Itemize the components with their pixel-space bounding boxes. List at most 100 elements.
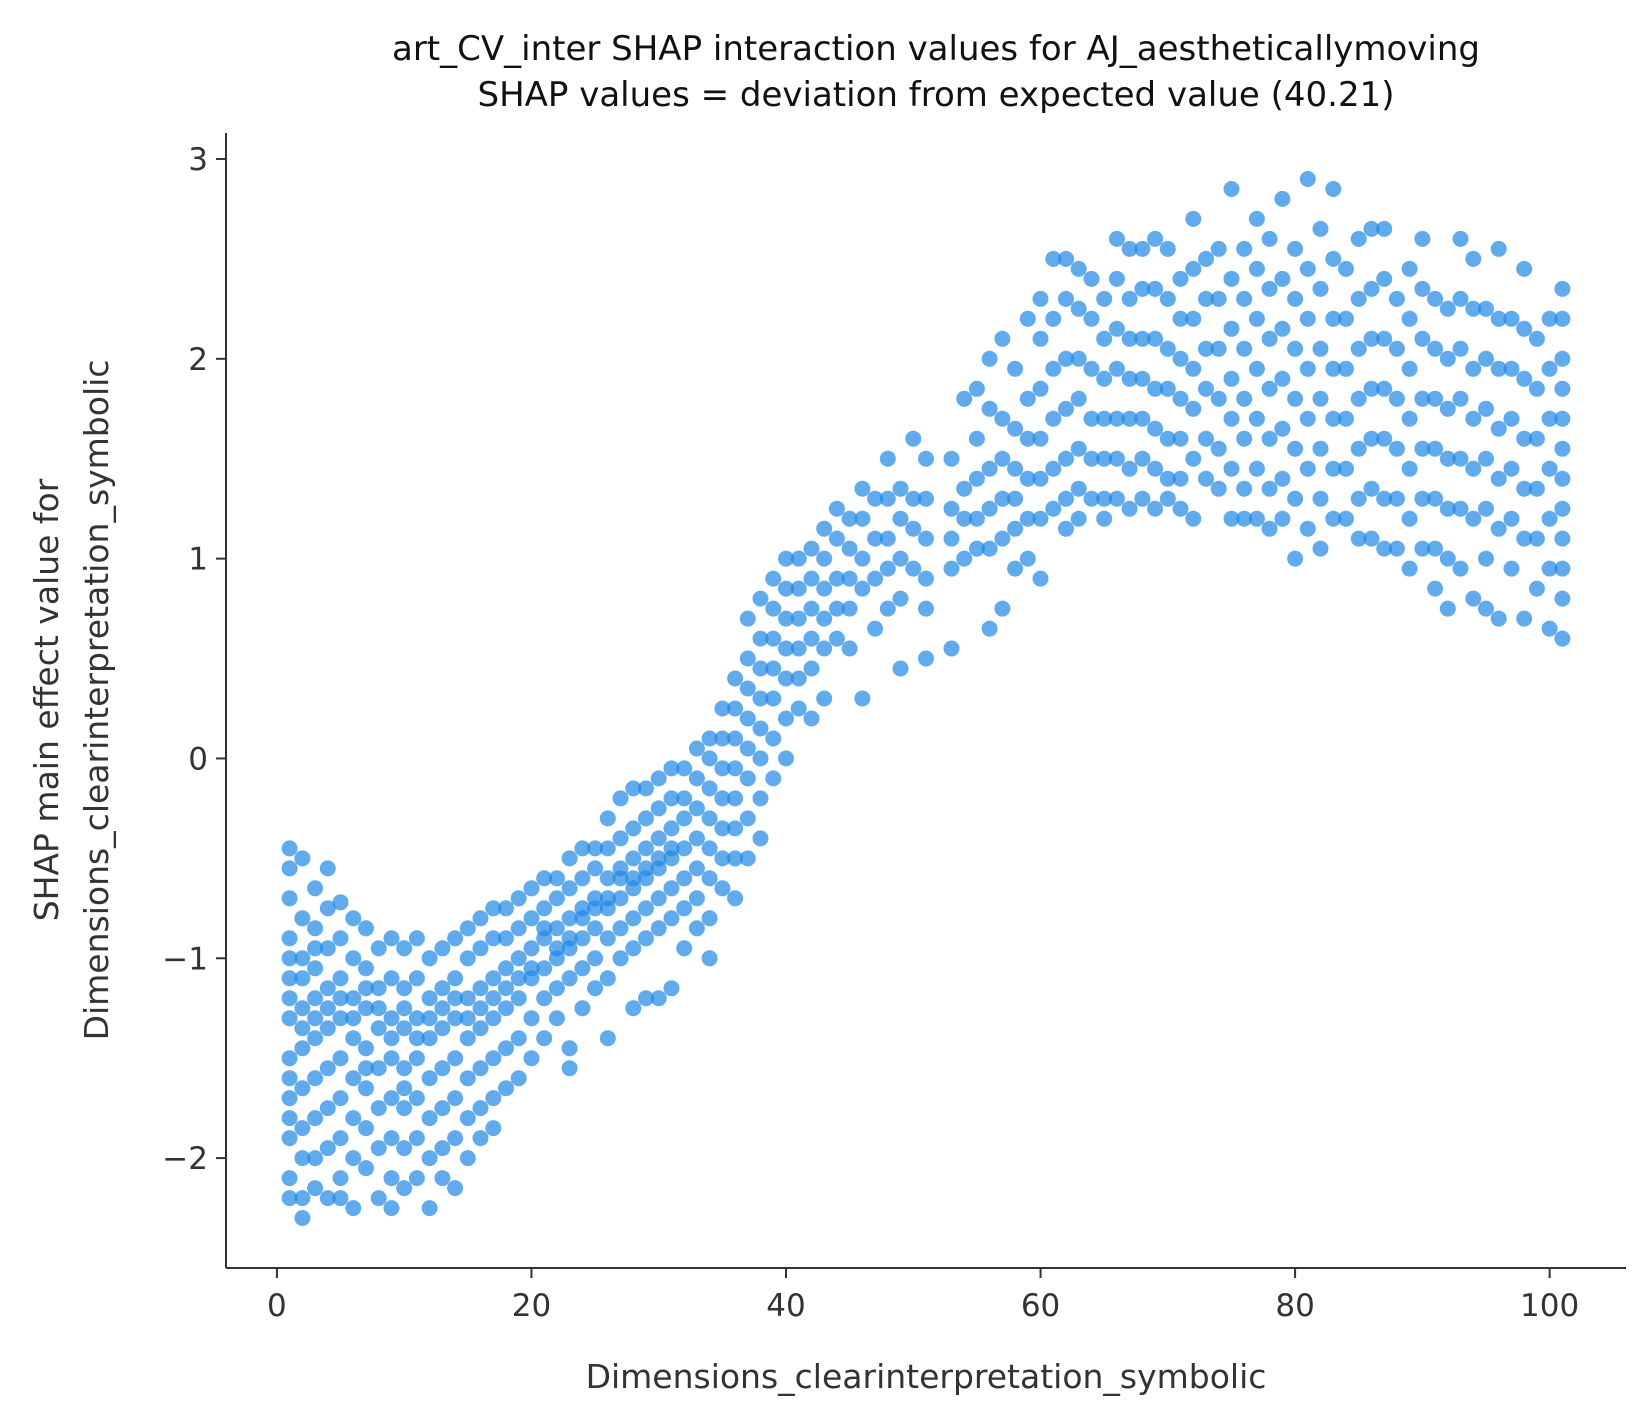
scatter-point xyxy=(956,510,973,527)
scatter-point xyxy=(1503,310,1520,327)
scatter-point xyxy=(1363,220,1380,237)
scatter-point xyxy=(498,980,514,997)
scatter-point xyxy=(918,450,934,467)
scatter-point xyxy=(408,1170,425,1187)
scatter-point xyxy=(1325,250,1342,267)
scatter-point xyxy=(638,930,654,947)
scatter-point xyxy=(421,1150,438,1167)
y-axis-ticks: −2 −1 0 1 2 3 xyxy=(162,142,226,1177)
scatter-point xyxy=(650,770,667,787)
scatter-point xyxy=(1338,260,1354,277)
scatter-point xyxy=(294,1210,311,1226)
scatter-point xyxy=(345,1010,362,1027)
scatter-point xyxy=(1363,430,1380,447)
scatter-point xyxy=(421,1030,438,1047)
scatter-point xyxy=(1096,450,1113,467)
scatter-point xyxy=(447,1050,464,1067)
scatter-point xyxy=(459,920,476,937)
scatter-point xyxy=(1261,430,1278,447)
scatter-point xyxy=(1019,390,1036,407)
scatter-point xyxy=(1388,540,1405,557)
scatter-point xyxy=(1274,470,1291,487)
scatter-point xyxy=(727,670,744,687)
scatter-point xyxy=(612,950,629,967)
scatter-point xyxy=(943,560,960,577)
scatter-point xyxy=(1554,500,1571,517)
scatter-point xyxy=(676,810,693,827)
scatter-point xyxy=(1134,280,1151,297)
scatter-point xyxy=(1376,430,1393,447)
scatter-point xyxy=(421,1200,438,1217)
scatter-point xyxy=(1058,350,1074,367)
scatter-point xyxy=(281,930,298,947)
scatter-point xyxy=(383,1010,400,1027)
scatter-point xyxy=(739,710,756,727)
scatter-point xyxy=(663,760,680,777)
scatter-point xyxy=(1045,310,1062,327)
chart-title-line-1: art_CV_inter SHAP interaction values for… xyxy=(392,29,1480,69)
scatter-point xyxy=(294,1120,311,1137)
scatter-point xyxy=(1516,530,1533,547)
scatter-point xyxy=(1159,340,1176,357)
scatter-point xyxy=(1465,300,1482,317)
chart-title-line-2: SHAP values = deviation from expected va… xyxy=(478,75,1395,115)
scatter-point xyxy=(1096,370,1113,387)
scatter-point xyxy=(612,920,629,937)
scatter-point xyxy=(358,1080,374,1097)
scatter-point xyxy=(714,880,731,897)
scatter-point xyxy=(981,500,998,517)
scatter-point xyxy=(905,490,922,507)
scatter-point xyxy=(1465,510,1482,527)
scatter-point xyxy=(485,990,502,1007)
scatter-point xyxy=(1159,240,1176,257)
scatter-point xyxy=(739,770,756,787)
scatter-point xyxy=(281,1170,298,1187)
scatter-point xyxy=(510,890,527,907)
scatter-point xyxy=(536,1030,553,1047)
scatter-point xyxy=(1019,550,1036,567)
scatter-point xyxy=(968,470,985,487)
scatter-point xyxy=(294,1080,311,1097)
scatter-point xyxy=(1108,410,1125,427)
scatter-point xyxy=(1083,360,1100,377)
scatter-point xyxy=(599,1030,616,1047)
scatter-point xyxy=(599,970,616,987)
scatter-point xyxy=(561,880,578,897)
scatter-point xyxy=(294,950,311,967)
scatter-point xyxy=(1465,460,1482,477)
scatter-point xyxy=(841,640,858,657)
scatter-point xyxy=(727,730,744,747)
scatter-point xyxy=(1121,500,1138,517)
scatter-point xyxy=(510,920,527,937)
scatter-point xyxy=(981,540,998,557)
scatter-point xyxy=(1350,230,1367,247)
scatter-point xyxy=(1350,290,1367,307)
scatter-point xyxy=(498,960,514,977)
scatter-point xyxy=(638,860,654,877)
scatter-point xyxy=(714,760,731,777)
scatter-point xyxy=(765,570,782,587)
scatter-point xyxy=(510,1070,527,1087)
scatter-point xyxy=(1248,260,1265,277)
scatter-point xyxy=(803,570,820,587)
scatter-point xyxy=(536,870,553,887)
scatter-point xyxy=(1312,540,1329,557)
scatter-point xyxy=(828,530,845,547)
scatter-point xyxy=(879,490,896,507)
scatter-point xyxy=(307,1150,324,1167)
scatter-point xyxy=(1070,260,1087,277)
scatter-point xyxy=(1414,390,1431,407)
scatter-point xyxy=(421,950,438,967)
scatter-point xyxy=(383,930,400,947)
scatter-point xyxy=(1058,400,1074,417)
scatter-point xyxy=(688,740,705,757)
scatter-point xyxy=(1299,360,1316,377)
scatter-point xyxy=(1223,410,1240,427)
scatter-point xyxy=(943,450,960,467)
scatter-point xyxy=(1554,470,1571,487)
scatter-point xyxy=(434,980,451,997)
scatter-point xyxy=(510,970,527,987)
scatter-point xyxy=(294,970,311,987)
x-tick-label: 20 xyxy=(512,1288,551,1324)
scatter-point xyxy=(1261,520,1278,537)
